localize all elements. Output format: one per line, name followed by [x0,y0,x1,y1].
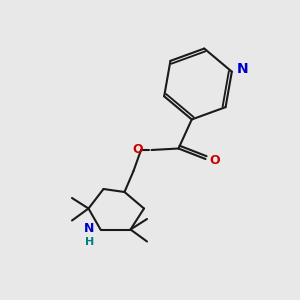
Text: N: N [83,221,94,235]
Text: N: N [236,62,248,76]
Text: O: O [133,142,143,156]
Text: O: O [209,154,220,167]
Text: H: H [85,237,94,247]
